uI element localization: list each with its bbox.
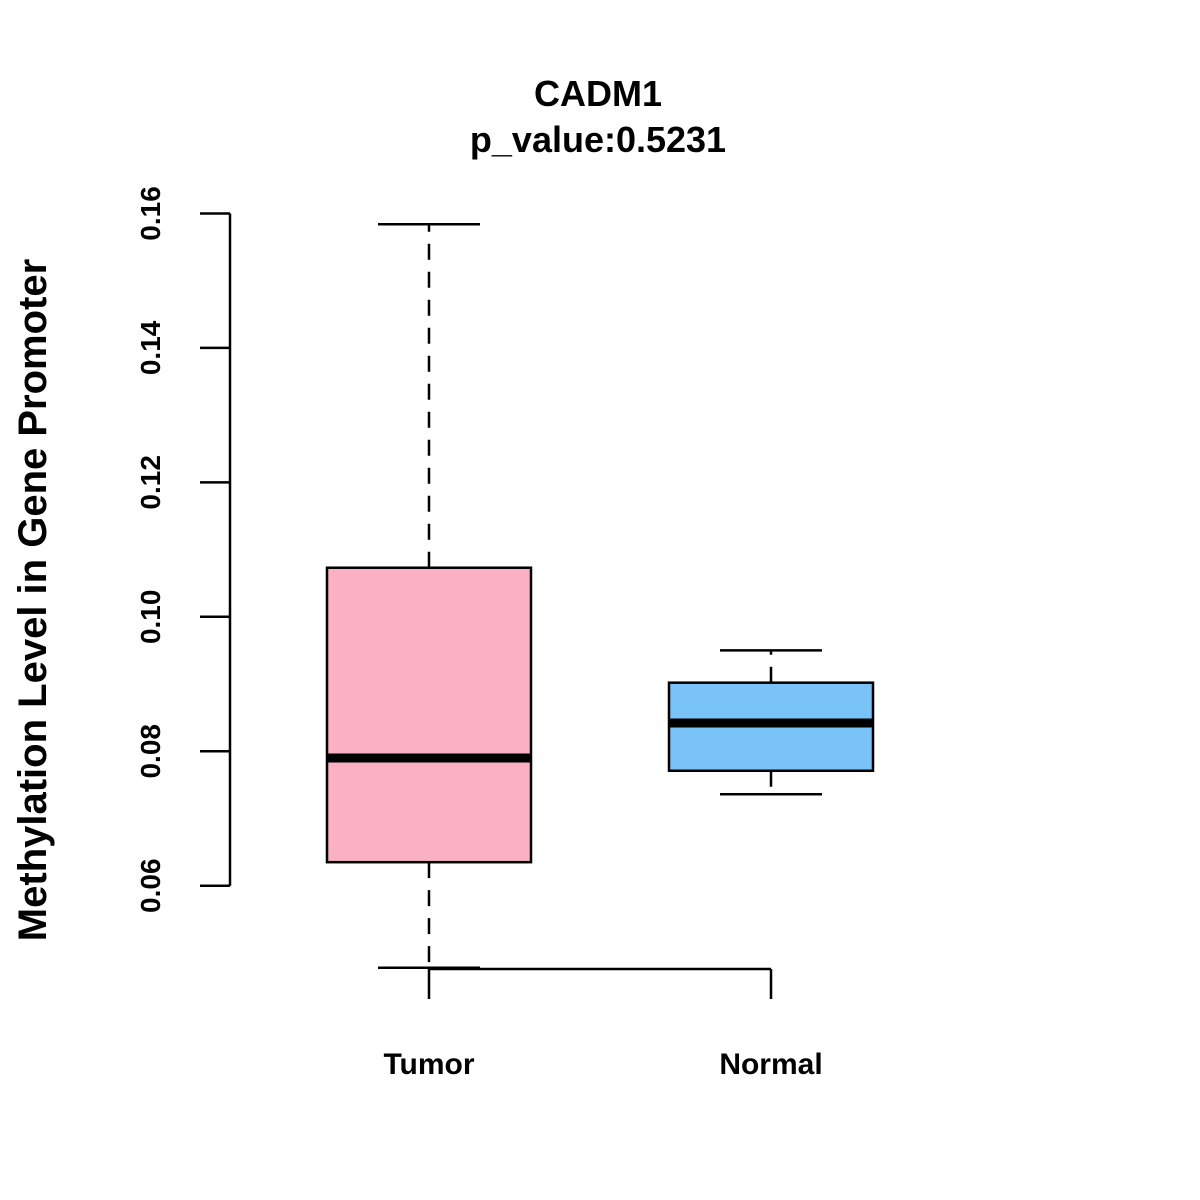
y-tick-label: 0.10: [135, 590, 166, 645]
iqr-box: [325, 566, 533, 864]
chart-title: CADM1: [534, 73, 662, 114]
y-tick-label: 0.12: [135, 455, 166, 510]
y-axis: 0.06 0.08 0.10 0.12 0.14 0.16: [135, 186, 232, 913]
x-tick-label: Normal: [719, 1048, 822, 1081]
box-normal: [667, 649, 875, 796]
x-tick-label: Tumor: [383, 1048, 474, 1081]
y-tick-label: 0.16: [135, 186, 166, 241]
y-tick-label: 0.06: [135, 858, 166, 913]
box-tumor: [325, 222, 533, 969]
y-tick-label: 0.14: [135, 320, 166, 375]
boxplots: [325, 222, 875, 969]
chart-subtitle: p_value:0.5231: [470, 119, 726, 160]
x-axis: Tumor Normal: [383, 967, 823, 1081]
y-axis-label: Methylation Level in Gene Promoter: [11, 259, 55, 941]
y-tick-label: 0.08: [135, 724, 166, 779]
